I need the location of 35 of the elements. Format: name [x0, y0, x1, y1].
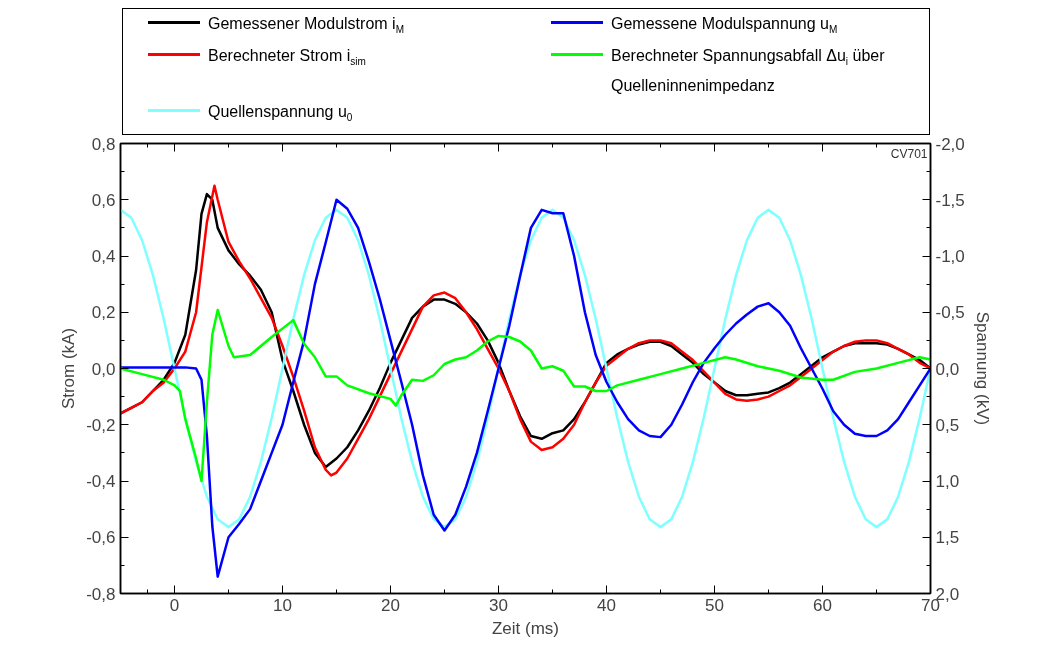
y2-tick-label: 1,0 [935, 471, 960, 491]
y-tick-label: -0,4 [86, 471, 116, 491]
y2-tick-label: -1,5 [935, 190, 965, 210]
x-tick-label: 60 [813, 595, 832, 615]
y2-tick-label: 0,5 [935, 415, 960, 435]
legend-label: Quellenspannung u$_{0}$ [208, 102, 354, 126]
x-tick-label: 50 [705, 595, 724, 615]
x-tick-label: 30 [489, 595, 508, 615]
y2-tick-label: 0,0 [935, 359, 960, 379]
x-axis-title: Zeit (ms) [491, 618, 560, 638]
y2-axis-title: Spannung (kV) [972, 311, 992, 425]
text: Berechneter Spannungsabfall Δu$_{i}$ über Quelleninnenimpedanz [611, 47, 885, 95]
x-tick-label: 20 [381, 595, 400, 615]
annotation: CV701 [890, 146, 928, 161]
line-series [120, 308, 931, 482]
legend-label: Gemessene Modulspannung u$_{M}$ [611, 14, 839, 38]
line-series [120, 198, 931, 578]
legend-label: Gemessener Modulstrom i$_{M}$ [208, 14, 405, 38]
y-axis-title: Strom (kA) [59, 327, 79, 409]
legend-label: Berechneter Strom i$_{sim}$ [208, 46, 367, 70]
y-tick-label: 0,4 [91, 246, 116, 266]
y-tick-label: -0,8 [86, 584, 116, 604]
x-tick-label: 0 [169, 595, 180, 615]
x-tick-label: 10 [273, 595, 292, 615]
y2-tick-label: -1,0 [935, 246, 965, 266]
y-tick-label: 0,0 [91, 359, 116, 379]
y2-tick-label: 1,5 [935, 527, 960, 547]
y-tick-label: -0,2 [86, 415, 116, 435]
y-tick-label: -0,6 [86, 527, 116, 547]
y-tick-label: 0,8 [91, 134, 116, 154]
y2-tick-label: -0,5 [935, 302, 965, 322]
x-tick-label: 40 [597, 595, 616, 615]
y-tick-label: 0,2 [91, 302, 116, 322]
y2-tick-label: -2,0 [935, 134, 965, 154]
y-tick-label: 0,6 [91, 190, 116, 210]
